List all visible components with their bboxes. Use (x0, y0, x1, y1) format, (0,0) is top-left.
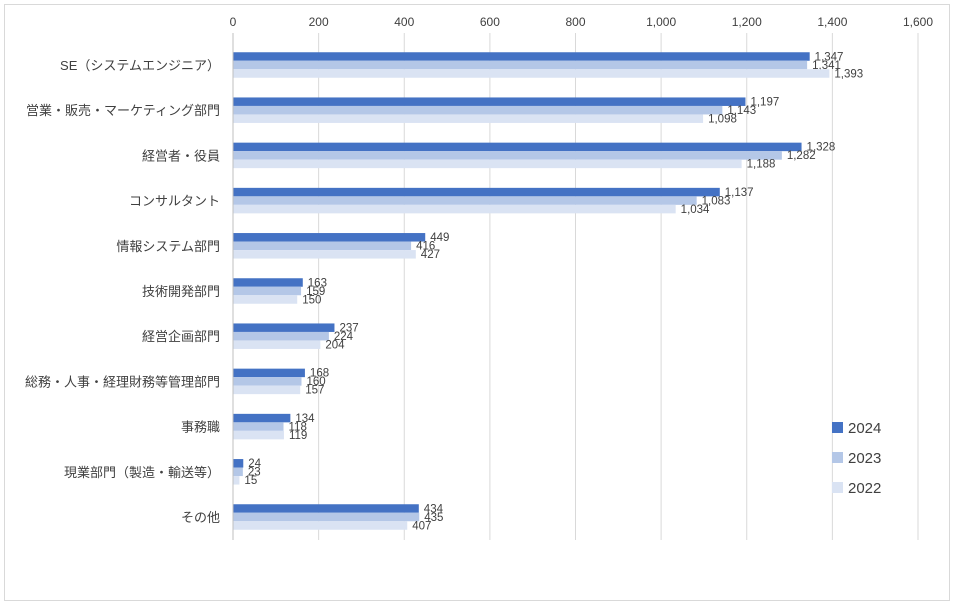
data-label: 157 (305, 385, 324, 397)
bar-2022 (233, 250, 416, 259)
category-label: その他 (181, 510, 220, 525)
data-label: 160 (307, 376, 326, 388)
data-label: 449 (430, 232, 449, 244)
data-label: 24 (248, 458, 261, 470)
data-label: 224 (334, 331, 354, 343)
data-label: 159 (306, 286, 325, 298)
category-label: コンサルタント (129, 194, 220, 209)
data-label: 1,341 (812, 60, 841, 72)
legend-label: 2024 (848, 420, 881, 437)
bar-2023 (233, 60, 808, 70)
data-label: 118 (289, 421, 307, 433)
bar-2024 (233, 233, 426, 242)
x-tick-label: 600 (480, 15, 500, 29)
category-label: 経営企画部門 (142, 329, 220, 344)
category-label: 現業部門（製造・輸送等） (64, 465, 220, 480)
category-label: 技術開発部門 (142, 284, 220, 299)
bar-2023 (233, 331, 329, 341)
category-label: 総務・人事・経理財務等管理部門 (25, 374, 220, 389)
bar-2022 (233, 476, 240, 485)
data-label: 1,098 (708, 113, 737, 125)
data-label: 1,188 (747, 159, 776, 171)
legend-label: 2023 (848, 450, 881, 467)
data-label: 1,328 (807, 142, 836, 154)
data-label: 150 (302, 294, 321, 306)
bar-2023 (233, 467, 243, 477)
data-label: 427 (421, 249, 440, 261)
bar-2023 (233, 377, 302, 386)
data-label: 416 (416, 241, 435, 253)
x-tick-label: 400 (394, 15, 414, 29)
bar-2023 (233, 422, 284, 431)
bar-2024 (233, 504, 419, 513)
legend-label: 2022 (848, 480, 881, 497)
data-label: 119 (289, 430, 307, 442)
category-label: 事務職 (181, 420, 220, 435)
bar-2024 (233, 187, 720, 197)
data-label: 204 (325, 339, 345, 351)
bar-2022 (233, 114, 704, 123)
data-label: 1,197 (750, 96, 779, 108)
category-label: 経営者・役員 (142, 148, 220, 163)
data-label: 168 (310, 368, 329, 380)
bar-2022 (233, 340, 321, 349)
data-label: 434 (424, 503, 444, 515)
data-label: 1,137 (725, 187, 754, 199)
x-tick-label: 1,200 (732, 15, 762, 29)
category-label: 営業・販売・マーケティング部門 (26, 103, 220, 118)
x-tick-label: 1,400 (817, 15, 847, 29)
bar-2024 (233, 97, 746, 106)
data-label: 1,143 (727, 105, 756, 117)
x-tick-label: 1,000 (646, 15, 676, 29)
bar-2024 (233, 459, 244, 468)
category-label: 情報システム部門 (116, 239, 220, 254)
bar-2022 (233, 521, 408, 530)
x-tick-label: 1,600 (903, 15, 933, 29)
bar-2024 (233, 413, 291, 423)
legend-swatch-2023 (832, 452, 843, 463)
data-label: 407 (412, 520, 431, 532)
data-label: 1,034 (681, 204, 710, 216)
data-label: 1,083 (702, 195, 731, 207)
bar-2023 (233, 196, 697, 205)
bar-2023 (233, 105, 723, 115)
bar-2022 (233, 159, 742, 169)
data-label: 1,393 (834, 68, 863, 80)
bar-2022 (233, 430, 284, 440)
bar-2024 (233, 368, 305, 378)
x-tick-label: 200 (309, 15, 329, 29)
data-label: 163 (308, 277, 327, 289)
bar-2024 (233, 52, 810, 61)
bar-2023 (233, 512, 420, 522)
data-label: 237 (339, 322, 358, 334)
legend-swatch-2024 (832, 422, 843, 433)
data-label: 23 (248, 467, 261, 479)
bar-2022 (233, 295, 298, 304)
data-label: 435 (424, 512, 443, 524)
legend-swatch-2022 (832, 482, 843, 493)
bar-2023 (233, 151, 782, 160)
bar-2024 (233, 142, 802, 152)
x-tick-label: 0 (230, 15, 237, 29)
category-label: SE（システムエンジニア） (60, 58, 220, 73)
bar-2022 (233, 69, 830, 78)
bar-2022 (233, 385, 301, 395)
bar-2024 (233, 278, 303, 287)
data-label: 15 (244, 475, 257, 487)
data-label: 1,347 (815, 51, 844, 63)
bar-2022 (233, 204, 676, 214)
bar-2023 (233, 286, 302, 296)
bar-2024 (233, 323, 335, 332)
data-label: 134 (295, 413, 315, 425)
data-label: 1,282 (787, 150, 816, 162)
x-tick-label: 800 (565, 15, 585, 29)
bar-2023 (233, 241, 412, 251)
